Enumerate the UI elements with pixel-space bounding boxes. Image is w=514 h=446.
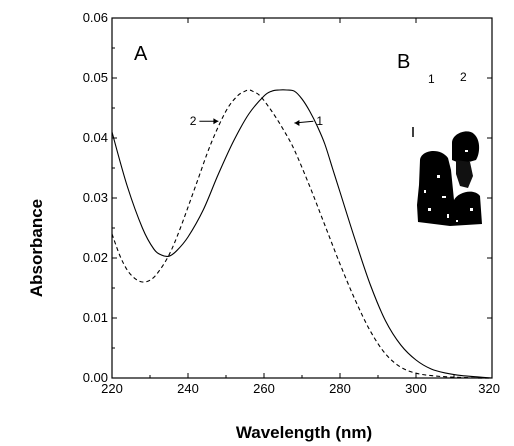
x-tick-label: 220 bbox=[101, 381, 123, 396]
gel-image-picture bbox=[412, 127, 482, 226]
y-tick-label: 0.04 bbox=[83, 130, 108, 145]
y-tick-label: 0.06 bbox=[83, 10, 108, 25]
series-line-2 bbox=[111, 89, 493, 379]
x-tick-label: 300 bbox=[405, 381, 427, 396]
y-axis-ticks: 0.00 0.01 0.02 0.03 0.04 0.05 0.06 bbox=[83, 10, 492, 385]
y-tick-label: 0.00 bbox=[83, 370, 108, 385]
series-line-1 bbox=[111, 89, 493, 379]
curve-labels: 12 bbox=[190, 114, 324, 128]
curve-label-arrowhead-1 bbox=[294, 120, 300, 126]
y-tick-label: 0.03 bbox=[83, 190, 108, 205]
y-axis-title: Absorbance bbox=[27, 199, 46, 297]
x-tick-label: 240 bbox=[177, 381, 199, 396]
curve-label-arrowhead-2 bbox=[213, 118, 219, 125]
x-tick-label: 260 bbox=[253, 381, 275, 396]
inset-lane-label-1: 1 bbox=[428, 72, 435, 86]
x-axis-title: Wavelength (nm) bbox=[236, 423, 372, 442]
x-tick-label: 280 bbox=[329, 381, 351, 396]
y-tick-label: 0.01 bbox=[83, 310, 108, 325]
inset-gel-image: B 1 2 bbox=[397, 51, 482, 226]
series-layer bbox=[111, 89, 493, 379]
curve-label-2: 2 bbox=[190, 114, 197, 128]
y-tick-label: 0.05 bbox=[83, 70, 108, 85]
y-tick-label: 0.02 bbox=[83, 250, 108, 265]
panel-label-a: A bbox=[134, 43, 148, 65]
curve-label-1: 1 bbox=[316, 114, 323, 128]
x-axis-ticks: 220 240 260 280 300 320 bbox=[101, 18, 500, 396]
panel-label-b: B bbox=[397, 51, 410, 73]
inset-lane-label-2: 2 bbox=[460, 70, 467, 84]
x-tick-label: 320 bbox=[478, 381, 500, 396]
